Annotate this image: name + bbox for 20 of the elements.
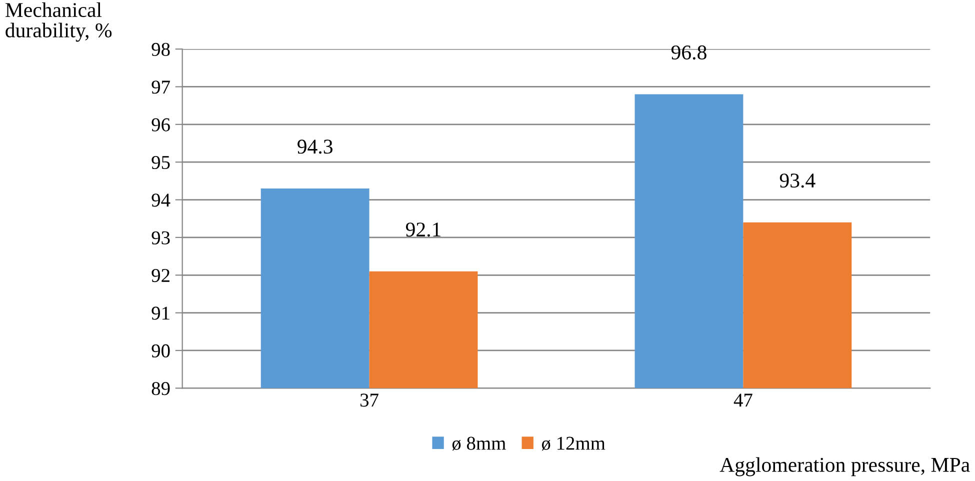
y-axis-title: Mechanical durability, % <box>5 2 112 42</box>
legend-label: ø 12mm <box>542 436 606 450</box>
y-tick-label: 93 <box>152 231 170 244</box>
y-tick-label: 97 <box>152 80 170 94</box>
x-axis-title: Agglomeration pressure, MPa <box>720 457 970 476</box>
y-tick-label: 98 <box>152 42 170 56</box>
data-label: 93.4 <box>780 174 816 188</box>
x-tick-label: 47 <box>734 394 752 407</box>
y-tick-label: 96 <box>152 118 170 132</box>
y-tick-label: 90 <box>152 344 170 358</box>
y-tick-label: 91 <box>152 306 170 320</box>
legend-label: ø 8mm <box>452 436 506 450</box>
y-tick-label: 94 <box>152 194 170 207</box>
y-tick-label: 92 <box>152 269 170 282</box>
data-label: 92.1 <box>406 222 440 237</box>
x-tick-label: 37 <box>360 394 378 407</box>
y-tick-label: 89 <box>152 382 170 396</box>
data-label: 96.8 <box>671 45 706 60</box>
y-tick-label: 95 <box>152 156 170 170</box>
data-label: 94.3 <box>298 140 332 154</box>
